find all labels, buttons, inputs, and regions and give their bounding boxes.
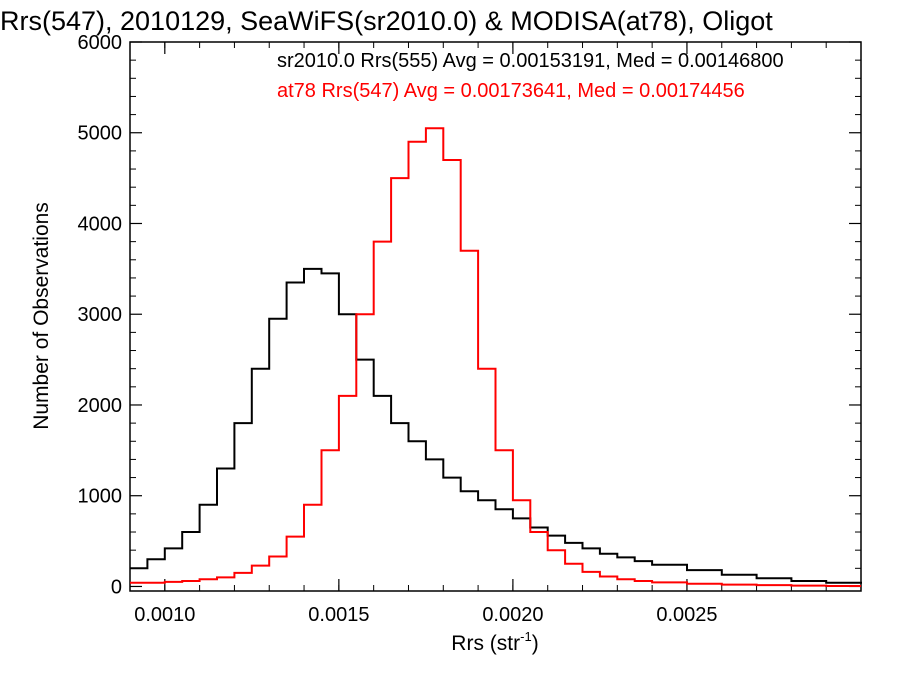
x-tick-label: 0.0020 bbox=[482, 604, 543, 626]
legend-entry-at78: at78 Rrs(547) Avg = 0.00173641, Med = 0.… bbox=[277, 80, 745, 102]
x-tick-label: 0.0025 bbox=[656, 604, 717, 626]
y-tick-label: 6000 bbox=[78, 32, 123, 54]
chart-title: Rrs(547), 2010129, SeaWiFS(sr2010.0) & M… bbox=[0, 6, 773, 36]
x-axis-label-text: Rrs (str bbox=[451, 632, 520, 655]
x-tick-label: 0.0015 bbox=[308, 604, 369, 626]
y-tick-label: 1000 bbox=[78, 486, 123, 508]
series-sr2010-histogram bbox=[130, 267, 862, 584]
series-at78-histogram bbox=[130, 127, 861, 587]
x-axis-label: Rrs (str-1) bbox=[451, 629, 538, 655]
x-axis-label-superscript: -1 bbox=[520, 629, 532, 644]
y-tick-label: 5000 bbox=[78, 123, 123, 145]
y-tick-label: 2000 bbox=[78, 395, 123, 417]
plot-frame bbox=[129, 41, 862, 592]
series-layer bbox=[130, 127, 862, 587]
y-tick-label: 3000 bbox=[78, 304, 123, 326]
x-tick-label: 0.0010 bbox=[134, 604, 195, 626]
axis-tick-labels: 0.0010 0.0015 0.0020 0.0025 0 1000 2000 3000 400… bbox=[78, 32, 718, 626]
y-tick-label: 4000 bbox=[78, 213, 123, 235]
x-axis-label-close: ) bbox=[532, 632, 539, 655]
y-tick-label: 0 bbox=[111, 576, 122, 598]
y-axis-label: Number of Observations bbox=[30, 202, 53, 430]
legend-entry-sr2010: sr2010.0 Rrs(555) Avg = 0.00153191, Med … bbox=[277, 50, 784, 72]
